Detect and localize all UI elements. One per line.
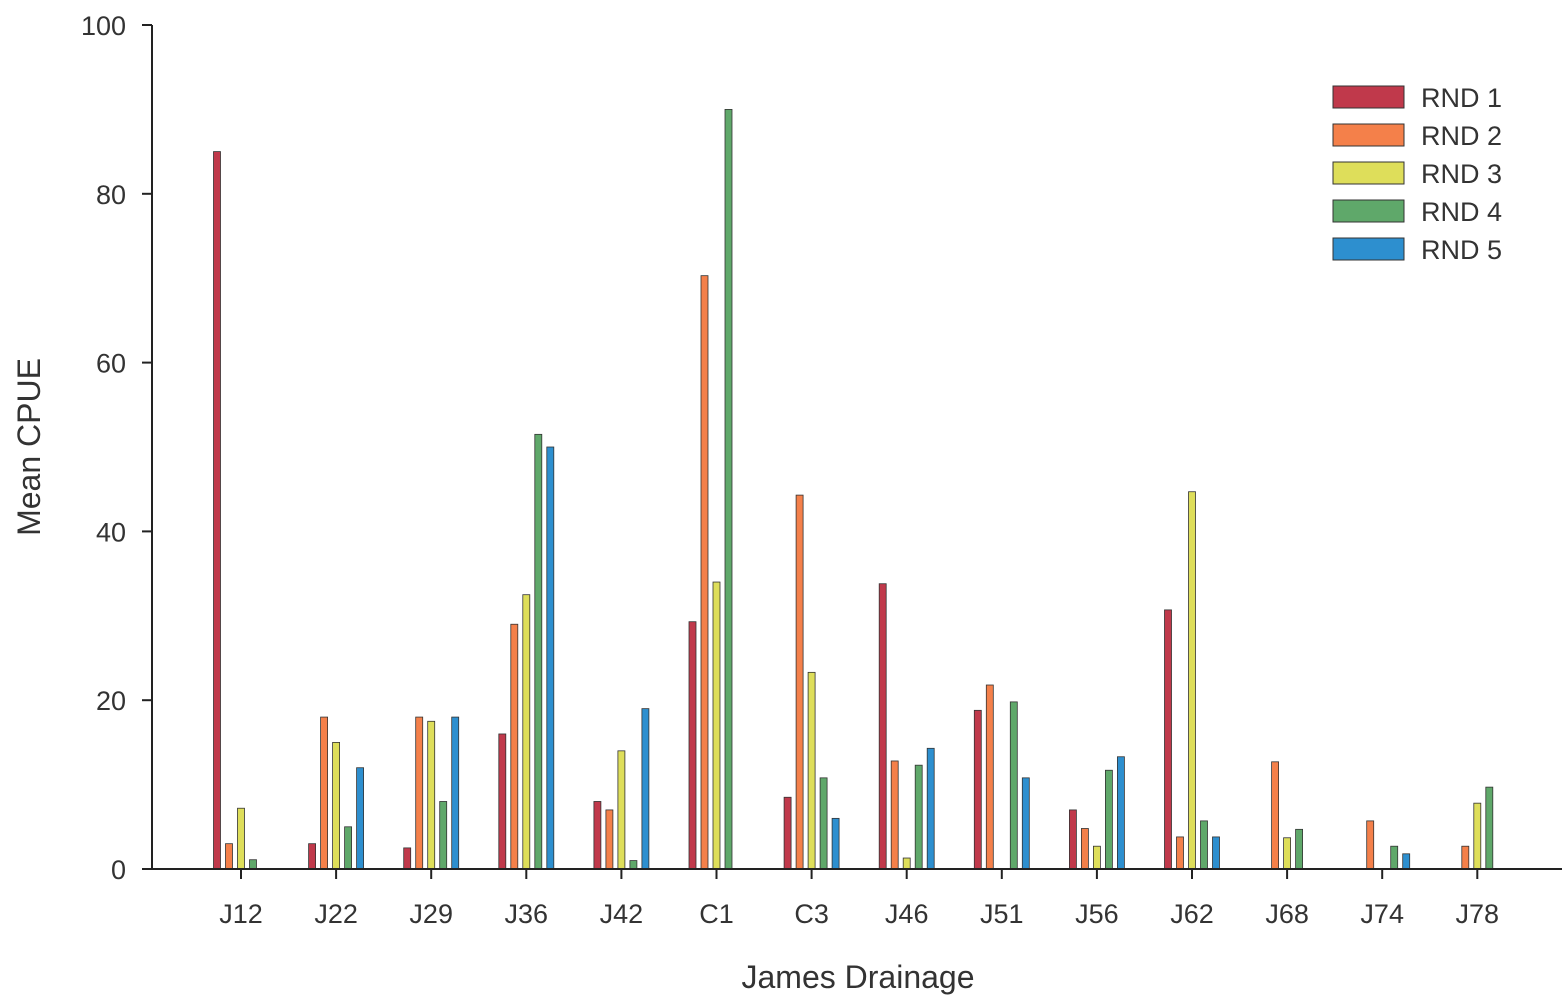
bar-j36-rnd4 bbox=[534, 433, 543, 870]
x-tick-label: J46 bbox=[885, 899, 929, 929]
bar-j56-rnd2 bbox=[1081, 828, 1089, 870]
bar-j46-rnd1 bbox=[878, 583, 887, 870]
bar-j56-rnd3 bbox=[1093, 845, 1101, 870]
bar-j51-rnd4 bbox=[1009, 701, 1018, 870]
legend: RND 1 RND 2 RND 3 RND 4 RND 5 bbox=[1332, 83, 1502, 265]
bar-j42-rnd1 bbox=[593, 801, 602, 870]
bar-j68-rnd2 bbox=[1271, 761, 1279, 870]
bar-j29-rnd4 bbox=[439, 801, 448, 870]
x-tick-label: J78 bbox=[1456, 899, 1500, 929]
x-tick-label: J62 bbox=[1170, 899, 1214, 929]
legend-swatch-rnd4 bbox=[1332, 199, 1405, 223]
bar-j78-rnd4 bbox=[1485, 786, 1494, 870]
bar-j46-rnd4 bbox=[914, 764, 923, 870]
bar-j78-rnd2 bbox=[1461, 845, 1470, 870]
x-axis-ticks: J12 J22 J29 J36 J42 C1 C3 J46 J51 J56 J62 J68 J74 J78 bbox=[219, 869, 1499, 929]
x-tick-label: J42 bbox=[600, 899, 644, 929]
x-axis-title: James Drainage bbox=[742, 959, 975, 995]
bar-j42-rnd4 bbox=[629, 860, 638, 870]
legend-swatch-rnd1 bbox=[1332, 85, 1405, 109]
legend-label: RND 4 bbox=[1421, 197, 1502, 227]
bar-j12-rnd2 bbox=[225, 843, 233, 870]
bar-j36-rnd2 bbox=[510, 623, 519, 870]
bar-j51-rnd2 bbox=[985, 684, 994, 870]
x-tick-label: J22 bbox=[314, 899, 358, 929]
bar-c1-rnd2 bbox=[700, 275, 709, 870]
bar-c1-rnd4 bbox=[724, 109, 733, 870]
bar-j12-rnd3 bbox=[237, 807, 245, 870]
bar-j22-rnd4 bbox=[344, 826, 353, 870]
bar-j46-rnd3 bbox=[902, 857, 911, 870]
x-tick-label: J51 bbox=[980, 899, 1024, 929]
bar-j22-rnd2 bbox=[320, 716, 329, 870]
bar-j22-rnd1 bbox=[308, 843, 317, 870]
bar-c1-rnd3 bbox=[712, 581, 721, 870]
bar-j74-rnd5 bbox=[1402, 853, 1411, 870]
bar-j56-rnd1 bbox=[1069, 809, 1077, 870]
bar-j29-rnd1 bbox=[403, 847, 412, 870]
legend-swatch-rnd5 bbox=[1332, 237, 1405, 261]
y-tick-label: 80 bbox=[96, 180, 126, 210]
bar-c3-rnd1 bbox=[783, 796, 792, 870]
y-axis-title: Mean CPUE bbox=[11, 358, 47, 536]
legend-label: RND 2 bbox=[1421, 121, 1502, 151]
legend-swatch-rnd3 bbox=[1332, 161, 1405, 185]
bar-j46-rnd5 bbox=[926, 747, 935, 870]
bar-j74-rnd4 bbox=[1390, 845, 1399, 870]
legend-swatch-rnd2 bbox=[1332, 123, 1405, 147]
y-tick-label: 0 bbox=[111, 855, 126, 885]
bar-j46-rnd2 bbox=[890, 760, 899, 870]
bar-c3-rnd4 bbox=[819, 777, 828, 870]
bar-j74-rnd2 bbox=[1366, 820, 1375, 870]
y-tick-label: 20 bbox=[96, 686, 126, 716]
bar-c3-rnd3 bbox=[807, 671, 816, 870]
bar-j12-rnd1 bbox=[213, 151, 221, 870]
bar-j22-rnd3 bbox=[332, 742, 341, 870]
y-tick-label: 60 bbox=[96, 349, 126, 379]
bar-j62-rnd3 bbox=[1188, 491, 1196, 870]
x-tick-label: J74 bbox=[1360, 899, 1404, 929]
bar-j42-rnd2 bbox=[605, 809, 614, 870]
y-axis-ticks: 0 20 40 60 80 100 bbox=[81, 11, 152, 885]
x-tick-label: J68 bbox=[1265, 899, 1309, 929]
x-tick-label: C1 bbox=[699, 899, 734, 929]
bar-c3-rnd5 bbox=[831, 817, 840, 870]
bar-j62-rnd2 bbox=[1176, 836, 1184, 870]
bar-j36-rnd3 bbox=[522, 594, 531, 870]
bar-j51-rnd1 bbox=[973, 709, 982, 870]
bar-j36-rnd1 bbox=[498, 733, 507, 870]
legend-label: RND 5 bbox=[1421, 235, 1502, 265]
bar-c3-rnd2 bbox=[795, 494, 804, 870]
y-tick-label: 40 bbox=[96, 517, 126, 547]
bar-j56-rnd4 bbox=[1105, 769, 1113, 870]
bar-j68-rnd4 bbox=[1295, 828, 1303, 870]
x-tick-label: C3 bbox=[794, 899, 829, 929]
bar-j29-rnd5 bbox=[451, 716, 460, 870]
bar-j68-rnd3 bbox=[1283, 837, 1291, 870]
bar-j78-rnd3 bbox=[1473, 802, 1482, 870]
bar-j62-rnd4 bbox=[1200, 820, 1208, 870]
bar-j62-rnd1 bbox=[1164, 609, 1172, 870]
bar-j42-rnd3 bbox=[617, 750, 626, 870]
bar-j36-rnd5 bbox=[546, 446, 555, 870]
bar-j62-rnd5 bbox=[1212, 836, 1220, 870]
legend-label: RND 3 bbox=[1421, 159, 1502, 189]
bar-j12-rnd4 bbox=[249, 859, 257, 870]
bar-c1-rnd1 bbox=[688, 621, 697, 870]
bar-j29-rnd2 bbox=[415, 716, 424, 870]
y-tick-label: 100 bbox=[81, 11, 126, 41]
bar-j42-rnd5 bbox=[641, 708, 650, 870]
bar-j51-rnd5 bbox=[1021, 777, 1030, 870]
legend-label: RND 1 bbox=[1421, 83, 1502, 113]
x-tick-label: J56 bbox=[1075, 899, 1119, 929]
plot-area bbox=[213, 109, 1494, 870]
bar-j56-rnd5 bbox=[1117, 756, 1125, 870]
bar-j29-rnd3 bbox=[427, 720, 436, 870]
x-tick-label: J36 bbox=[505, 899, 549, 929]
x-tick-label: J12 bbox=[219, 899, 263, 929]
bar-j22-rnd5 bbox=[356, 767, 365, 870]
x-tick-label: J29 bbox=[409, 899, 453, 929]
